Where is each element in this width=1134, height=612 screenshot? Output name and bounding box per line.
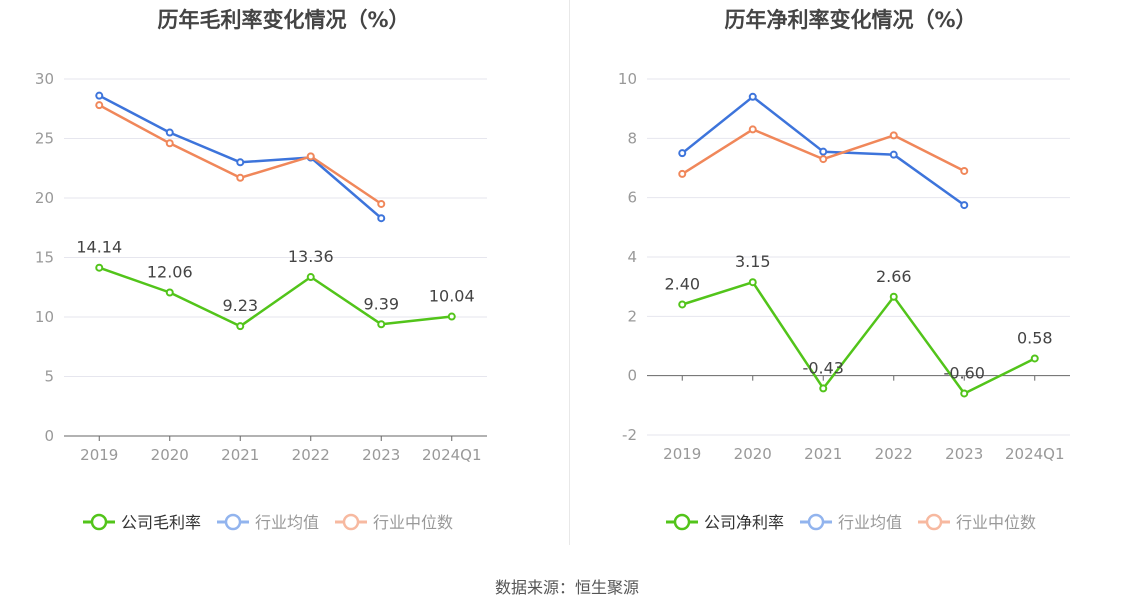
data-label: 9.23	[222, 296, 258, 315]
data-point	[889, 150, 898, 159]
data-point	[819, 147, 828, 156]
x-tick-label: 2023	[945, 445, 983, 463]
data-label: 13.36	[288, 247, 334, 266]
data-point	[678, 169, 687, 178]
net-margin-plot: -2 0 2 4 6 8 10 2019 2020 2021 2022 2023 2024Q1 2.40 3…	[618, 70, 1070, 532]
x-tick-label: 2024Q1	[1005, 445, 1065, 463]
legend-label: 公司毛利率	[121, 513, 201, 532]
data-label: -0.43	[803, 358, 844, 377]
y-tick-label: 20	[35, 189, 54, 207]
data-point	[960, 389, 969, 398]
data-point	[95, 101, 104, 110]
x-tick-label: 2022	[292, 446, 330, 464]
x-tick-label: 2021	[221, 446, 259, 464]
data-point	[960, 201, 969, 210]
data-point	[960, 166, 969, 175]
data-point	[748, 278, 757, 287]
data-point	[236, 322, 245, 331]
data-label: 3.15	[735, 252, 771, 271]
data-label: 12.06	[147, 262, 193, 281]
legend-swatch-marker	[673, 513, 691, 531]
legend-label: 行业中位数	[956, 513, 1036, 532]
net-margin-chart: 历年净利率变化情况（%） -2 0 2 4 6 8 10 2019 2020 2021 2022 20…	[567, 0, 1134, 560]
data-label: 10.04	[429, 287, 475, 306]
y-tick-label: 10	[618, 70, 637, 88]
data-label: 2.40	[664, 274, 700, 293]
y-tick-label: 10	[35, 308, 54, 326]
y-tick-label: 0	[627, 367, 637, 385]
data-point	[1030, 354, 1039, 363]
data-label: -0.60	[944, 363, 985, 382]
legend-label: 行业中位数	[373, 513, 453, 532]
y-tick-label: 25	[35, 130, 54, 148]
legend-label: 公司净利率	[704, 513, 784, 532]
y-tick-label: 5	[44, 368, 54, 386]
legend-label: 行业均值	[838, 513, 902, 532]
x-tick-label: 2019	[80, 446, 118, 464]
data-point	[165, 139, 174, 148]
x-tick-label: 2022	[875, 445, 913, 463]
data-label: 0.58	[1017, 328, 1053, 347]
data-point	[236, 173, 245, 182]
gross-margin-chart: 历年毛利率变化情况（%） 0 5 10 15 20 25 30 2019 2020 2021 202…	[0, 0, 567, 560]
data-point	[678, 149, 687, 158]
gross-margin-plot: 0 5 10 15 20 25 30 2019 2020 2021 2022 2023 2024Q1 14…	[35, 70, 487, 532]
x-tick-label: 2019	[663, 445, 701, 463]
legend-swatch-marker	[925, 513, 943, 531]
data-point	[678, 300, 687, 309]
data-point	[165, 128, 174, 137]
y-tick-label: 6	[627, 189, 637, 207]
y-tick-label: 0	[44, 427, 54, 445]
y-tick-label: 2	[627, 307, 637, 325]
data-point	[95, 91, 104, 100]
data-point	[95, 263, 104, 272]
data-point	[377, 199, 386, 208]
data-label: 14.14	[76, 238, 122, 257]
data-point	[306, 273, 315, 282]
data-point	[377, 320, 386, 329]
data-source-note: 数据来源：恒生聚源	[494, 578, 639, 597]
chart-title: 历年净利率变化情况（%）	[724, 8, 977, 32]
x-tick-label: 2020	[151, 446, 189, 464]
data-label: 2.66	[876, 267, 912, 286]
data-point	[889, 292, 898, 301]
series-line	[98, 104, 382, 205]
data-point	[377, 214, 386, 223]
series-line	[681, 280, 1036, 395]
legend-swatch-marker	[807, 513, 825, 531]
legend-label: 行业均值	[255, 513, 319, 532]
legend-swatch-marker	[342, 513, 360, 531]
series-line	[98, 266, 452, 328]
data-point	[819, 384, 828, 393]
series-line	[98, 94, 383, 220]
x-tick-label: 2024Q1	[422, 446, 482, 464]
y-tick-label: 15	[35, 249, 54, 267]
data-label: 9.39	[363, 294, 399, 313]
data-point	[236, 158, 245, 167]
x-tick-label: 2021	[804, 445, 842, 463]
x-tick-label: 2023	[362, 446, 400, 464]
data-point	[889, 131, 898, 140]
data-point	[748, 125, 757, 134]
data-point	[165, 288, 174, 297]
data-point	[306, 152, 315, 161]
data-point	[748, 92, 757, 101]
data-point	[819, 155, 828, 164]
y-tick-label: -2	[622, 426, 637, 444]
chart-title: 历年毛利率变化情况（%）	[157, 8, 410, 32]
legend-swatch-marker	[224, 513, 242, 531]
panel-divider	[569, 0, 570, 545]
y-tick-label: 4	[627, 248, 637, 266]
y-tick-label: 30	[35, 70, 54, 88]
legend-swatch-marker	[90, 513, 108, 531]
data-point	[447, 312, 456, 321]
x-tick-label: 2020	[734, 445, 772, 463]
y-tick-label: 8	[627, 129, 637, 147]
